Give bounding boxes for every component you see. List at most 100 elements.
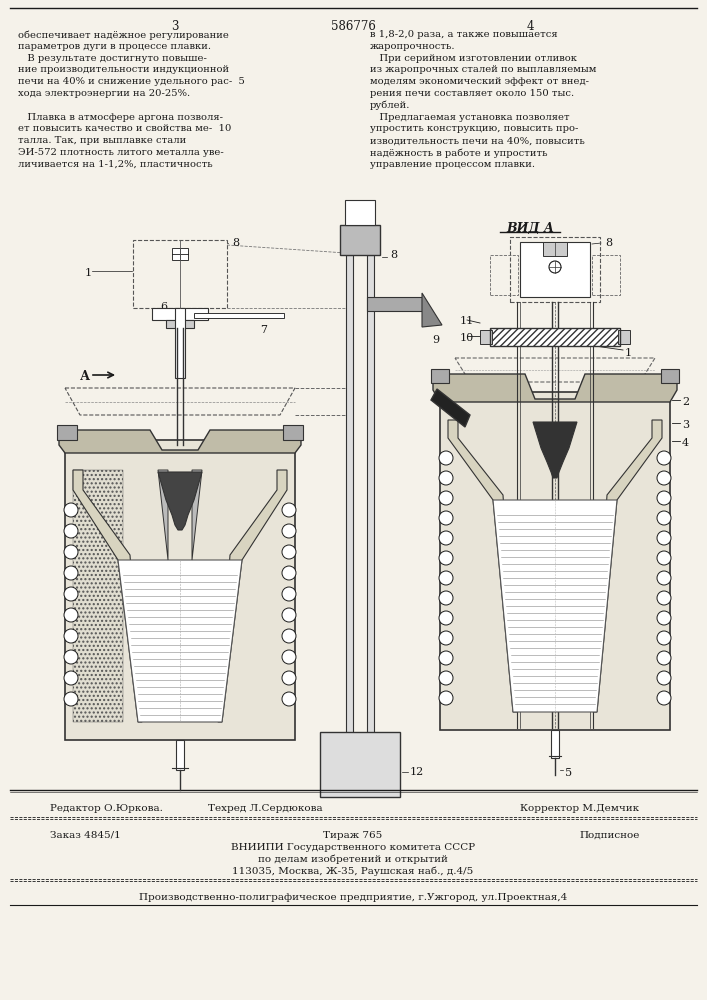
Circle shape (657, 671, 671, 685)
Text: 8: 8 (232, 238, 239, 248)
Text: Техред Л.Сердюкова: Техред Л.Сердюкова (208, 804, 322, 813)
Text: моделям экономический эффект от внед-: моделям экономический эффект от внед- (370, 77, 589, 86)
Circle shape (282, 671, 296, 685)
Text: личивается на 1-1,2%, пластичность: личивается на 1-1,2%, пластичность (18, 160, 213, 169)
Text: Предлагаемая установка позволяет: Предлагаемая установка позволяет (370, 113, 570, 122)
Polygon shape (73, 470, 142, 722)
Bar (57, 425, 77, 440)
Text: жаропрочность.: жаропрочность. (370, 42, 455, 51)
Polygon shape (593, 420, 662, 712)
Polygon shape (59, 430, 301, 453)
Circle shape (64, 692, 78, 706)
Text: 8: 8 (605, 238, 612, 248)
Text: 8: 8 (390, 250, 397, 260)
Bar (520, 242, 590, 297)
Text: рублей.: рублей. (370, 101, 410, 110)
Circle shape (657, 471, 671, 485)
Circle shape (657, 691, 671, 705)
Text: надёжность в работе и упростить: надёжность в работе и упростить (370, 148, 547, 157)
Bar (283, 425, 303, 440)
Circle shape (439, 571, 453, 585)
Text: Тираж 765: Тираж 765 (323, 831, 382, 840)
Polygon shape (422, 293, 442, 327)
Circle shape (439, 631, 453, 645)
Circle shape (64, 629, 78, 643)
Circle shape (439, 651, 453, 665)
Circle shape (64, 503, 78, 517)
Text: ет повысить качество и свойства ме-  10: ет повысить качество и свойства ме- 10 (18, 124, 231, 133)
Bar (65, 440, 295, 740)
Bar (618, 330, 630, 344)
Circle shape (439, 491, 453, 505)
Polygon shape (533, 422, 577, 478)
Circle shape (549, 261, 561, 273)
Polygon shape (158, 472, 202, 530)
Circle shape (439, 671, 453, 685)
Bar (194, 313, 284, 318)
Bar (340, 225, 380, 255)
Text: 9: 9 (432, 335, 439, 345)
Bar (152, 308, 208, 320)
Text: Корректор М.Демчик: Корректор М.Демчик (520, 804, 640, 813)
Polygon shape (448, 420, 517, 712)
Polygon shape (433, 374, 677, 402)
Circle shape (657, 451, 671, 465)
Bar (661, 369, 679, 383)
Text: Плавка в атмосфере аргона позволя-: Плавка в атмосфере аргона позволя- (18, 113, 223, 122)
Text: 3: 3 (682, 420, 689, 430)
Text: 11: 11 (460, 316, 474, 326)
Circle shape (439, 451, 453, 465)
Circle shape (282, 608, 296, 622)
Circle shape (282, 524, 296, 538)
Text: 7: 7 (260, 325, 267, 335)
Polygon shape (192, 470, 202, 560)
Bar (172, 248, 188, 260)
Polygon shape (158, 470, 168, 560)
Bar (175, 308, 185, 378)
Bar (320, 732, 400, 797)
Text: 586776: 586776 (331, 20, 375, 33)
Text: При серийном изготовлении отливок: При серийном изготовлении отливок (370, 54, 577, 63)
Text: 10: 10 (460, 333, 474, 343)
Text: управление процессом плавки.: управление процессом плавки. (370, 160, 535, 169)
Bar (166, 320, 194, 328)
Text: ВИД А: ВИД А (506, 222, 554, 235)
Circle shape (439, 551, 453, 565)
Circle shape (64, 650, 78, 664)
Text: по делам изобретений и открытий: по делам изобретений и открытий (258, 855, 448, 864)
Polygon shape (493, 500, 617, 712)
Text: 3: 3 (171, 20, 179, 33)
Text: параметров дуги в процессе плавки.: параметров дуги в процессе плавки. (18, 42, 211, 51)
Bar (510, 237, 600, 302)
Circle shape (64, 587, 78, 601)
Bar (490, 328, 620, 346)
Circle shape (657, 551, 671, 565)
Bar (345, 200, 375, 225)
Bar (176, 740, 184, 770)
Circle shape (282, 629, 296, 643)
Text: упростить конструкцию, повысить про-: упростить конструкцию, повысить про- (370, 124, 578, 133)
Text: 6: 6 (160, 302, 167, 312)
Circle shape (439, 511, 453, 525)
Circle shape (64, 566, 78, 580)
Bar (490, 255, 518, 295)
Text: Подписное: Подписное (580, 831, 640, 840)
Text: 4: 4 (526, 20, 534, 33)
Bar (133, 240, 227, 308)
Text: А: А (80, 370, 90, 383)
Bar (490, 328, 620, 346)
Circle shape (439, 691, 453, 705)
Circle shape (64, 671, 78, 685)
Text: обеспечивает надёжное регулирование: обеспечивает надёжное регулирование (18, 30, 229, 39)
Circle shape (657, 531, 671, 545)
Bar (73, 470, 123, 722)
Bar (592, 255, 620, 295)
Circle shape (64, 524, 78, 538)
Text: ние производительности индукционной: ние производительности индукционной (18, 65, 229, 74)
Text: 113035, Москва, Ж-35, Раушская наб., д.4/5: 113035, Москва, Ж-35, Раушская наб., д.4… (233, 867, 474, 876)
Text: Производственно-полиграфическое предприятие, г.Ужгород, ул.Проектная,4: Производственно-полиграфическое предприя… (139, 893, 567, 902)
Text: 2: 2 (682, 397, 689, 407)
Text: из жаропрочных сталей по выплавляемым: из жаропрочных сталей по выплавляемым (370, 65, 597, 74)
Text: печи на 40% и снижение удельного рас-  5: печи на 40% и снижение удельного рас- 5 (18, 77, 245, 86)
Circle shape (282, 503, 296, 517)
